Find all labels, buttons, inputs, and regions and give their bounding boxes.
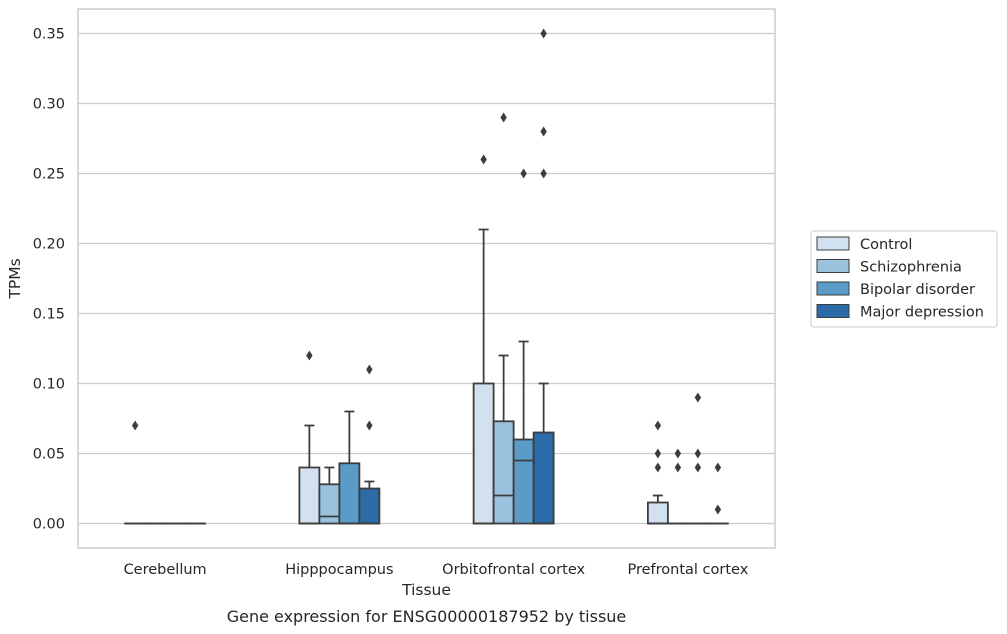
outlier-point <box>714 462 722 473</box>
box-2-2 <box>512 168 535 525</box>
outlier-point <box>694 462 702 473</box>
box-2-0 <box>472 154 495 525</box>
box-3-1 <box>666 448 689 525</box>
box-3-0 <box>646 420 669 525</box>
outlier-point <box>654 420 662 431</box>
box-1-0 <box>298 350 321 525</box>
outlier-point <box>520 168 527 179</box>
outlier-point <box>500 112 507 123</box>
outlier-point <box>366 420 373 431</box>
outlier-point <box>714 504 722 515</box>
legend-swatch <box>816 236 850 251</box>
box-2-1 <box>492 112 515 525</box>
x-tick-label: Orbitofrontal cortex <box>442 562 585 578</box>
box <box>492 420 515 525</box>
outlier-point <box>694 448 702 459</box>
outlier-point <box>654 462 662 473</box>
x-tick-labels: Cerebellum Hipppocampus Orbitofrontal cort… <box>124 562 749 578</box>
outlier-point <box>366 364 373 375</box>
box <box>338 462 361 525</box>
legend-label: Schizophrenia <box>860 260 962 276</box>
y-tick-label: 0.35 <box>33 27 65 43</box>
x-tick-label: Prefrontal cortex <box>627 562 748 578</box>
outlier-point <box>306 350 313 361</box>
plot-frame <box>77 8 776 549</box>
y-tick-label: 0.25 <box>33 167 65 183</box>
box-1-1 <box>318 466 341 525</box>
legend-label: Control <box>860 237 912 253</box>
outlier-point <box>540 126 547 137</box>
y-tick-label: 0.20 <box>33 237 65 253</box>
legend-swatch <box>816 304 850 318</box>
chart-caption: Gene expression for ENSG00000187952 by t… <box>227 607 627 626</box>
box <box>298 466 321 525</box>
box-3-2 <box>686 392 709 525</box>
y-tick-label: 0.30 <box>33 97 65 113</box>
y-tick-label: 0.05 <box>33 447 65 463</box>
x-tick-label: Cerebellum <box>124 562 207 578</box>
legend: Control Schizophrenia Bipolar disorder Majo… <box>810 230 998 328</box>
outlier-point <box>654 448 662 459</box>
grid-lines <box>78 32 775 525</box>
legend-swatch <box>816 281 850 296</box>
box-1-2 <box>338 410 361 525</box>
y-tick-label: 0.15 <box>33 307 65 323</box>
legend-label: Major depression <box>860 305 984 321</box>
box <box>532 431 555 525</box>
legend-frame <box>810 230 998 328</box>
outlier-point <box>131 420 139 431</box>
outlier-point <box>540 28 547 39</box>
x-tick-label: Hipppocampus <box>285 562 393 578</box>
y-tick-labels: 0.00 0.05 0.10 0.15 0.20 0.25 0.30 0.35 <box>33 27 65 533</box>
box <box>358 487 381 525</box>
box <box>512 438 535 525</box>
box-1-3 <box>358 364 381 525</box>
box <box>318 483 341 525</box>
x-axis-label: Tissue <box>401 581 451 599</box>
outlier-point <box>674 448 682 459</box>
box-groups <box>124 28 729 525</box>
legend-swatch <box>816 259 850 273</box>
outlier-point <box>540 168 547 179</box>
box <box>472 382 495 525</box>
box <box>646 501 669 525</box>
outlier-point <box>480 154 487 165</box>
box-3-3 <box>706 462 729 525</box>
y-axis-label: TPMs <box>6 258 24 299</box>
y-tick-label: 0.10 <box>33 377 65 393</box>
outlier-point <box>674 462 682 473</box>
y-tick-label: 0.00 <box>33 517 65 533</box>
box-0-0 <box>124 420 147 525</box>
box-2-3 <box>532 28 555 525</box>
legend-label: Bipolar disorder <box>860 282 975 298</box>
outlier-point <box>694 392 702 403</box>
